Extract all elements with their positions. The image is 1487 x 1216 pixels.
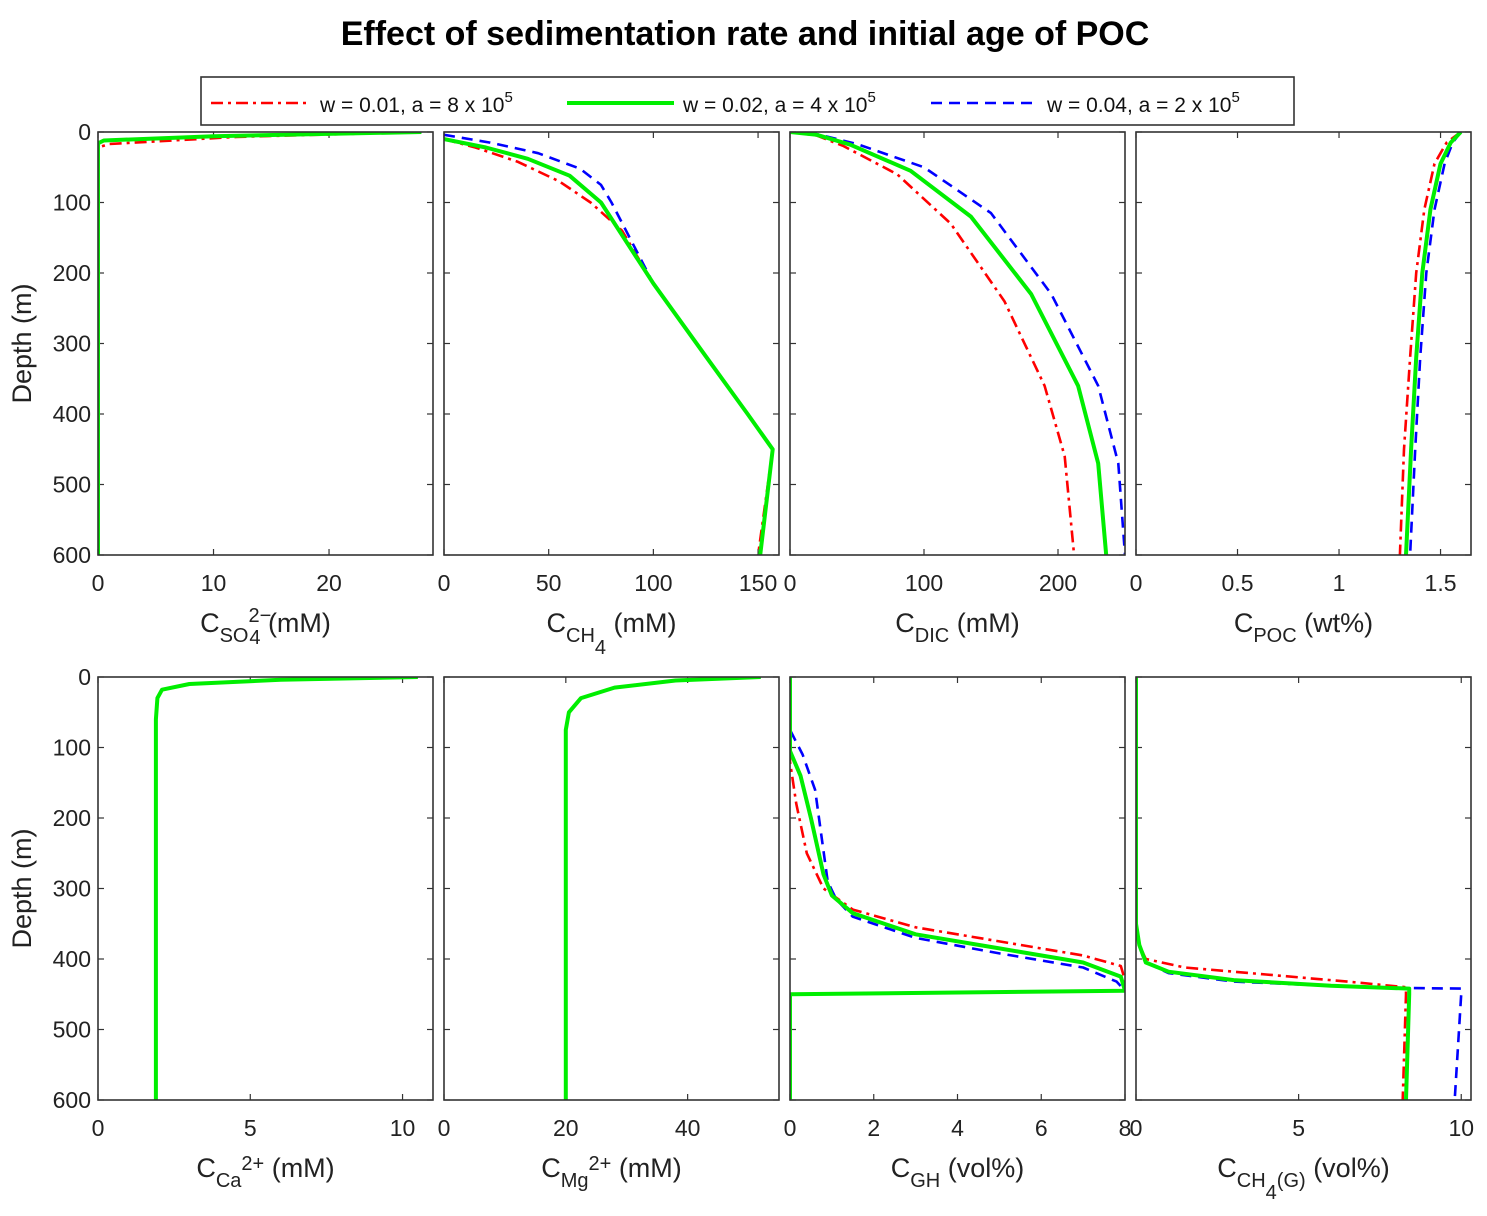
series-line-s2 — [444, 137, 775, 555]
series-line-s1 — [564, 677, 761, 1100]
xtick-label: 10 — [201, 570, 227, 596]
ytick-label: 400 — [53, 946, 91, 972]
xaxis-label: CMg2+ (mM) — [541, 1153, 682, 1192]
series-line-s1 — [98, 132, 422, 555]
legend-box — [200, 76, 1295, 126]
xtick-label: 5 — [244, 1115, 257, 1141]
legend-label-s2: w = 0.02, a = 4 x 105 — [682, 89, 876, 117]
xtick-label: 0 — [1130, 1115, 1143, 1141]
series-line-s3 — [1408, 132, 1462, 555]
xtick-label: 6 — [1035, 1115, 1048, 1141]
series-line-s1 — [154, 677, 418, 1100]
xaxis-label: CCH4 (mM) — [547, 608, 677, 659]
xtick-label: 0 — [1130, 570, 1143, 596]
xaxis-label: CDIC (mM) — [895, 608, 1019, 647]
xtick-label: 0 — [784, 1115, 797, 1141]
xtick-label: 0 — [438, 570, 451, 596]
axes-frame — [1135, 131, 1472, 556]
series-line-s1 — [1136, 677, 1408, 1100]
axes-frame — [97, 131, 434, 556]
ytick-label: 600 — [53, 1087, 91, 1113]
legend: w = 0.01, a = 8 x 105 w = 0.02, a = 4 x 1… — [200, 76, 1295, 126]
series-line-s3 — [154, 677, 418, 1100]
axes-frame — [97, 676, 434, 1101]
ytick-label: 100 — [53, 735, 91, 761]
ytick-label: 500 — [53, 1017, 91, 1043]
series-line-s2 — [1404, 132, 1463, 555]
ytick-label: 300 — [53, 331, 91, 357]
xtick-label: 10 — [390, 1115, 416, 1141]
series-line-s1 — [444, 137, 774, 555]
series-line-s2 — [98, 132, 422, 555]
xaxis-label: CPOC (wt%) — [1234, 608, 1373, 647]
xtick-label: 5 — [1292, 1115, 1305, 1141]
xaxis-label: CCa2+ (mM) — [196, 1153, 334, 1192]
series-line-s1 — [790, 132, 1076, 555]
series-line-s3 — [98, 132, 422, 555]
panel-ch4: 0 50 100 150 CCH4 (mM) — [438, 131, 780, 659]
panel-ch4g: 0 5 10 CCH4(G) (vol%) — [1130, 676, 1474, 1204]
xtick-label: 100 — [634, 570, 672, 596]
xtick-label: 1 — [1333, 570, 1346, 596]
series-line-s2 — [1136, 677, 1412, 1100]
xtick-label: 150 — [739, 570, 777, 596]
xtick-label: 0 — [92, 570, 105, 596]
xtick-label: 200 — [1039, 570, 1077, 596]
series-line-s3 — [790, 132, 1125, 555]
xtick-label: 10 — [1448, 1115, 1474, 1141]
xtick-label: 40 — [675, 1115, 701, 1141]
series-line-s3 — [444, 133, 774, 555]
axes-frame — [443, 131, 780, 556]
ytick-label: 200 — [53, 260, 91, 286]
xaxis-label: CCH4(G) (vol%) — [1217, 1153, 1389, 1204]
xtick-label: 20 — [316, 570, 342, 596]
series-line-s1 — [790, 677, 1125, 1100]
panel-gh: 0 2 4 6 8 CGH (vol%) — [784, 676, 1132, 1192]
ytick-label: 600 — [53, 542, 91, 568]
ytick-label: 400 — [53, 401, 91, 427]
legend-label-s1: w = 0.01, a = 8 x 105 — [319, 89, 513, 117]
ytick-label: 0 — [78, 664, 91, 690]
panel-poc: 0 0.5 1 1.5 CPOC (wt%) — [1130, 131, 1472, 647]
xtick-label: 1.5 — [1425, 570, 1457, 596]
legend-label-s3: w = 0.04, a = 2 x 105 — [1046, 89, 1240, 117]
axes-frame — [1135, 676, 1472, 1101]
series-line-s2 — [153, 677, 418, 1100]
ytick-label: 500 — [53, 472, 91, 498]
series-line-s3 — [564, 677, 761, 1100]
axes-frame — [789, 131, 1126, 556]
series-line-s2 — [790, 677, 1125, 1100]
xtick-label: 0 — [784, 570, 797, 596]
series-line-s2 — [790, 132, 1109, 555]
axes-frame — [789, 676, 1126, 1101]
xtick-label: 0 — [438, 1115, 451, 1141]
xtick-label: 2 — [867, 1115, 880, 1141]
series-line-s2 — [563, 677, 761, 1100]
xaxis-label: CSO2− 4 (mM) — [200, 605, 331, 649]
xtick-label: 100 — [905, 570, 943, 596]
xaxis-label: CGH (vol%) — [891, 1153, 1025, 1192]
xtick-label: 50 — [536, 570, 562, 596]
chart-title: Effect of sedimentation rate and initial… — [341, 15, 1150, 53]
ytick-label: 0 — [78, 119, 91, 145]
panel-mg: 0 20 40 CMg2+ (mM) — [438, 676, 780, 1192]
axes-frame — [443, 676, 780, 1101]
ytick-label: 300 — [53, 876, 91, 902]
panel-dic: 0 100 200 CDIC (mM) — [784, 131, 1126, 647]
xtick-label: 20 — [553, 1115, 579, 1141]
series-line-s3 — [790, 677, 1125, 1100]
yaxis-label: Depth (m) — [7, 828, 37, 948]
yaxis-label: Depth (m) — [7, 283, 37, 403]
series-line-s3 — [1136, 677, 1463, 1100]
xtick-label: 4 — [951, 1115, 964, 1141]
xtick-label: 0 — [92, 1115, 105, 1141]
xtick-label: 8 — [1119, 1115, 1132, 1141]
ytick-label: 100 — [53, 190, 91, 216]
ytick-label: 200 — [53, 805, 91, 831]
xtick-label: 0.5 — [1222, 570, 1254, 596]
